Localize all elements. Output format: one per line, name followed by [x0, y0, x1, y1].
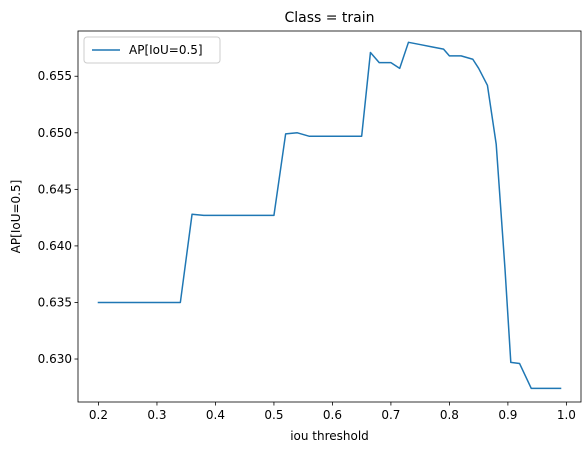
x-tick-label-6: 0.8: [440, 408, 459, 422]
chart-title: Class = train: [284, 10, 374, 26]
x-tick-label-8: 1.0: [557, 408, 576, 422]
y-tick-label-2: 0.640: [38, 239, 72, 253]
x-tick-label-1: 0.3: [147, 408, 166, 422]
series-line-0: [97, 41, 562, 390]
axes-frame: [77, 30, 582, 403]
x-axis-label: iou threshold: [290, 429, 369, 443]
legend: AP[IoU=0.5]: [83, 36, 221, 64]
y-tick-label-4: 0.650: [38, 126, 72, 140]
y-axis-label: AP[IoU=0.5]: [9, 180, 23, 254]
y-tick-label-1: 0.635: [38, 295, 72, 309]
plot-area: 0.2 0.3 0.4 0.5 0.6 0.7 0.8 0.9 1.0 0.630 0.635 0.6…: [38, 30, 582, 422]
y-tick-label-3: 0.645: [38, 182, 72, 196]
y-tick-label-0: 0.630: [38, 352, 72, 366]
x-tick-label-7: 0.9: [498, 408, 517, 422]
legend-box: [83, 36, 221, 64]
x-tick-label-5: 0.7: [381, 408, 400, 422]
x-tick-label-4: 0.6: [323, 408, 342, 422]
x-tick-label-3: 0.5: [264, 408, 283, 422]
legend-label-0: AP[IoU=0.5]: [129, 43, 203, 57]
x-tick-label-2: 0.4: [206, 408, 225, 422]
x-tick-label-0: 0.2: [89, 408, 108, 422]
y-tick-label-5: 0.655: [38, 69, 72, 83]
